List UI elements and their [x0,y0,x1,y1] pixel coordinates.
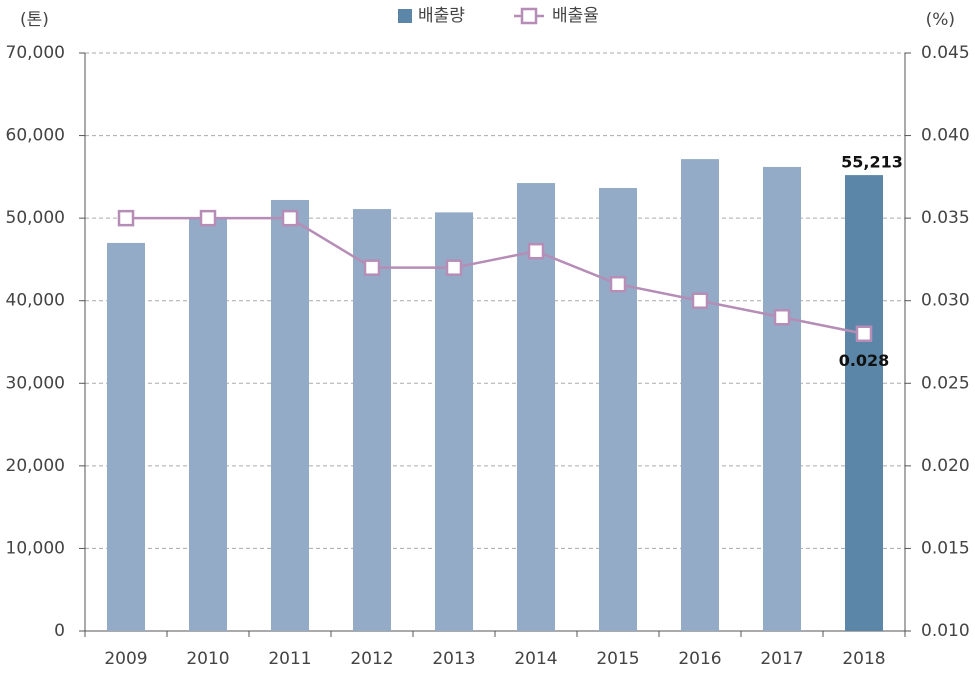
value-label: 0.028 [839,351,890,370]
y-tick-label: 20,000 [6,456,65,476]
marker [609,275,627,293]
x-tick-label: 2016 [678,649,721,669]
y2-tick-label: 0.015 [921,538,970,558]
bar [271,199,309,631]
y2-tick-label: 0.010 [921,621,970,641]
bar [681,159,719,631]
legend-label: 배출율 [552,6,599,26]
marker [527,242,545,260]
y-tick-label: 70,000 [6,43,65,63]
y-tick-label: 60,000 [6,126,65,146]
x-tick-label: 2015 [596,649,639,669]
y-tick-label: 40,000 [6,291,65,311]
y-tick-label: 30,000 [6,373,65,393]
bar [353,209,391,631]
bar [107,242,145,631]
bar [189,217,227,631]
y2-tick-label: 0.035 [921,208,970,228]
marker [281,209,299,227]
x-tick-label: 2009 [104,649,147,669]
marker [117,209,135,227]
y2-tick-label: 0.020 [921,456,970,476]
marker [773,308,791,326]
y-tick-label: 0 [54,621,65,641]
x-tick-label: 2011 [268,649,311,669]
x-tick-label: 2018 [842,649,885,669]
legend-swatch [398,9,412,23]
value-label: 55,213 [841,153,903,172]
bar [845,175,883,631]
y2-tick-label: 0.040 [921,126,970,146]
x-tick-label: 2017 [760,649,803,669]
bar [599,188,637,632]
marker [855,325,873,342]
y2-tick-label: 0.045 [921,43,970,63]
legend-swatch [520,7,538,25]
y-tick-label: 10,000 [6,538,65,558]
marker [199,209,217,227]
marker [363,259,381,276]
y2-axis-label: (%) [926,10,955,30]
x-tick-label: 2012 [350,649,393,669]
x-tick-label: 2014 [514,649,557,669]
y-axis-label: (톤) [20,10,49,30]
y2-tick-label: 0.025 [921,373,970,393]
marker [691,292,709,309]
legend-label: 배출량 [418,6,465,26]
line [126,216,865,335]
y2-tick-label: 0.030 [921,291,970,311]
y-tick-label: 50,000 [6,208,65,228]
x-tick-label: 2010 [186,649,229,669]
x-tick-label: 2013 [432,649,475,669]
marker [445,259,463,276]
bar [763,166,801,631]
bar [435,212,473,631]
